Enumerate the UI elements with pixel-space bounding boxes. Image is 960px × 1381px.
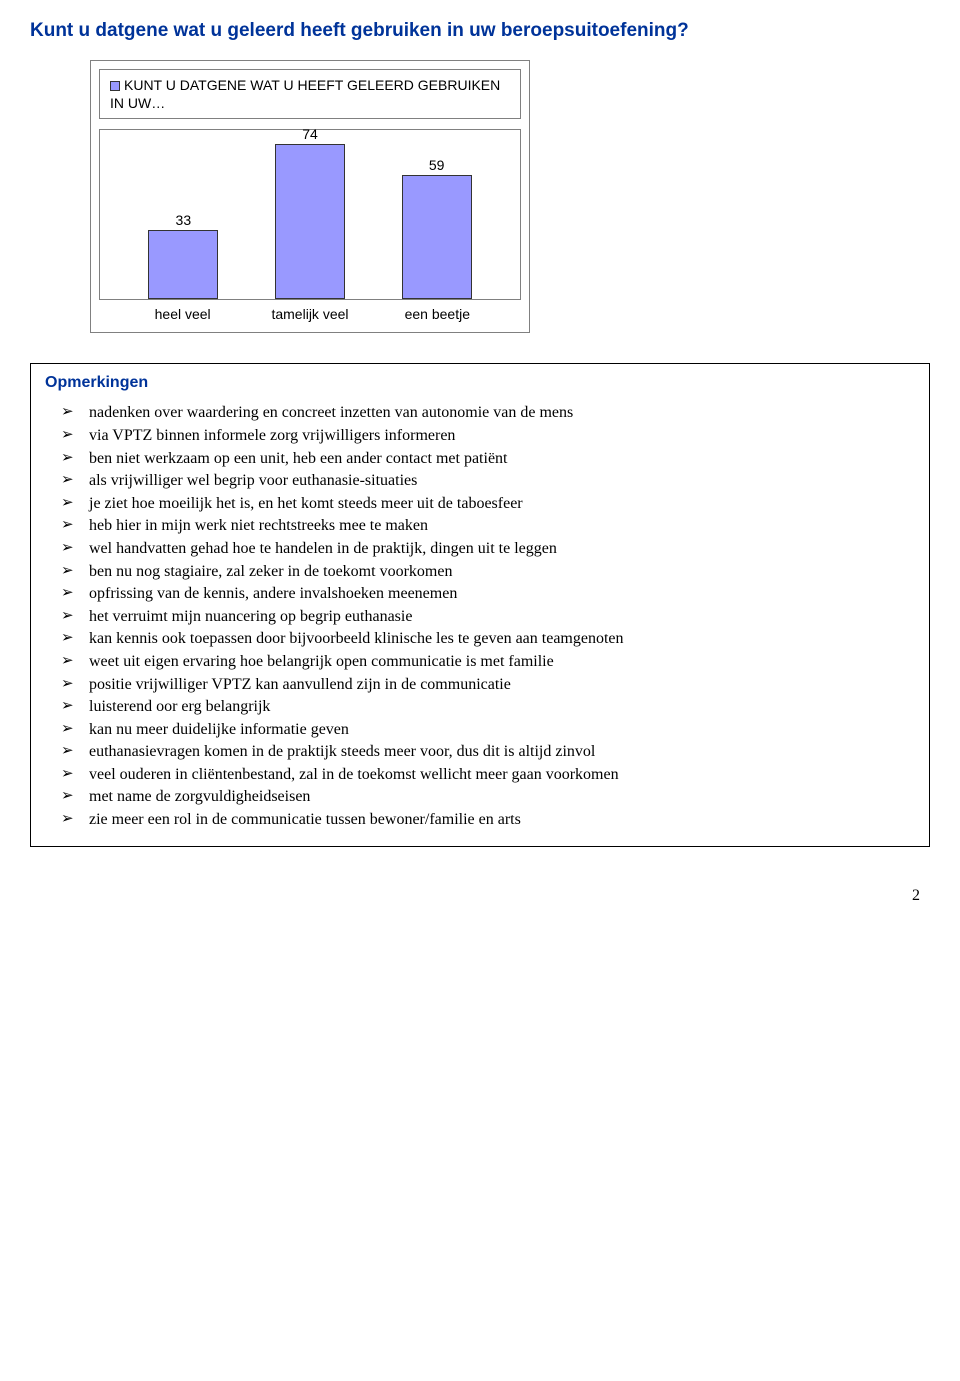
list-item: als vrijwilliger wel begrip voor euthana… — [45, 470, 915, 492]
page-number: 2 — [30, 887, 930, 905]
bar-group: 59 — [387, 130, 487, 299]
list-item: je ziet hoe moeilijk het is, en het komt… — [45, 493, 915, 515]
bar-group: 33 — [133, 130, 233, 299]
chart-plot-area: 33 74 59 heel veel tamelijk veel een beetje — [91, 119, 529, 332]
list-item: het verruimt mijn nuancering op begrip e… — [45, 606, 915, 628]
chart-legend: KUNT U DATGENE WAT U HEEFT GELEERD GEBRU… — [99, 69, 521, 119]
list-item: veel ouderen in cliëntenbestand, zal in … — [45, 764, 915, 786]
list-item: positie vrijwilliger VPTZ kan aanvullend… — [45, 674, 915, 696]
bar-value: 59 — [429, 157, 445, 175]
opmerkingen-box: Opmerkingen nadenken over waardering en … — [30, 363, 930, 846]
legend-swatch-icon — [110, 81, 120, 91]
bar — [148, 230, 218, 299]
list-item: weet uit eigen ervaring hoe belangrijk o… — [45, 651, 915, 673]
bar — [402, 175, 472, 299]
x-axis-label: heel veel — [133, 306, 233, 322]
list-item: ben nu nog stagiaire, zal zeker in de to… — [45, 561, 915, 583]
x-axis-label: tamelijk veel — [260, 306, 360, 322]
bar-group: 74 — [260, 130, 360, 299]
legend-label: KUNT U DATGENE WAT U HEEFT GELEERD GEBRU… — [110, 77, 500, 111]
opmerkingen-heading: Opmerkingen — [45, 374, 915, 392]
list-item: met name de zorgvuldigheidseisen — [45, 786, 915, 808]
bar — [275, 144, 345, 299]
list-item: heb hier in mijn werk niet rechtstreeks … — [45, 515, 915, 537]
list-item: nadenken over waardering en concreet inz… — [45, 402, 915, 424]
x-axis-label: een beetje — [387, 306, 487, 322]
list-item: kan nu meer duidelijke informatie geven — [45, 719, 915, 741]
list-item: luisterend oor erg belangrijk — [45, 696, 915, 718]
list-item: kan kennis ook toepassen door bijvoorbee… — [45, 628, 915, 650]
bar-value: 33 — [176, 212, 192, 230]
bar-value: 74 — [302, 126, 318, 144]
list-item: via VPTZ binnen informele zorg vrijwilli… — [45, 425, 915, 447]
list-item: opfrissing van de kennis, andere invalsh… — [45, 583, 915, 605]
list-item: euthanasievragen komen in de praktijk st… — [45, 741, 915, 763]
bar-chart: KUNT U DATGENE WAT U HEEFT GELEERD GEBRU… — [90, 60, 530, 333]
list-item: wel handvatten gehad hoe te handelen in … — [45, 538, 915, 560]
page-title: Kunt u datgene wat u geleerd heeft gebru… — [30, 20, 930, 42]
opmerkingen-list: nadenken over waardering en concreet inz… — [45, 402, 915, 830]
list-item: ben niet werkzaam op een unit, heb een a… — [45, 448, 915, 470]
list-item: zie meer een rol in de communicatie tuss… — [45, 809, 915, 831]
